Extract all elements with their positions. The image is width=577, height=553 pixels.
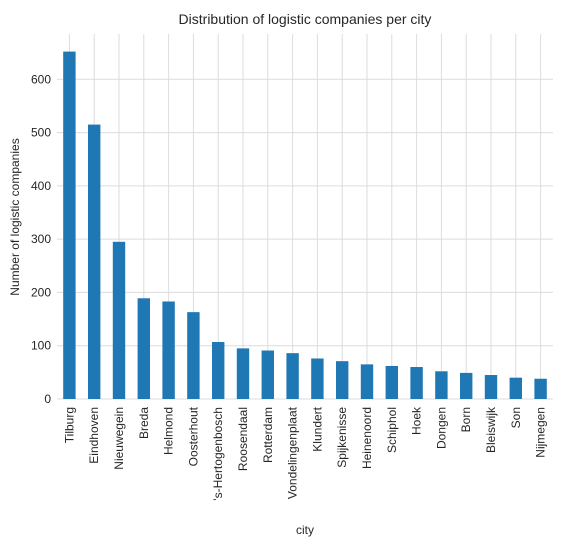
x-tick-label: Helmond — [162, 407, 176, 455]
bar-son — [509, 377, 522, 399]
x-tick-labels: Tilburg Eindhoven Nieuwegein Breda Helmond Oo… — [62, 406, 547, 501]
plot-background — [57, 34, 553, 399]
x-tick-label: Nieuwegein — [112, 407, 126, 470]
x-tick-label: Dongen — [434, 407, 448, 449]
x-tick-label: Nijmegen — [534, 407, 548, 458]
x-tick-label: 's-Hertogenbosch — [211, 407, 225, 501]
x-tick-label: Tilburg — [62, 407, 76, 443]
bar-nieuwegein — [112, 241, 126, 399]
bar-oosterhout — [187, 312, 200, 399]
x-tick-label: Born — [459, 407, 473, 432]
x-tick-label: Oosterhout — [186, 406, 200, 466]
y-tick-labels: 0 100 200 300 400 500 600 — [31, 72, 51, 406]
bar-spijkenisse — [336, 361, 349, 399]
x-tick-label: Eindhoven — [87, 407, 101, 464]
y-tick-label: 100 — [31, 339, 51, 353]
chart-title: Distribution of logistic companies per c… — [179, 11, 432, 27]
bar-rotterdam — [261, 350, 274, 399]
bar-born — [460, 372, 473, 399]
bar-dongen — [435, 371, 448, 399]
x-axis-label: city — [296, 523, 314, 537]
bar-hoek — [410, 367, 423, 399]
x-tick-label: Heinenoord — [360, 407, 374, 469]
x-tick-label: Vondelingenplaat — [286, 406, 300, 499]
y-tick-label: 0 — [44, 392, 51, 406]
x-tick-label: Bleiswijk — [484, 406, 498, 453]
y-tick-label: 600 — [31, 72, 51, 86]
bar-roosendaal — [236, 348, 250, 399]
bar-vondelingenplaat — [286, 353, 299, 399]
y-axis-label: Number of logistic companies — [8, 138, 22, 295]
x-tick-label: Rotterdam — [261, 407, 275, 463]
y-tick-label: 400 — [31, 179, 51, 193]
x-tick-label: Spijkenisse — [335, 407, 349, 468]
bar-bleiswijk — [484, 375, 498, 399]
bar-breda — [137, 298, 150, 399]
grid-lines — [57, 34, 553, 400]
bar-schiphol — [385, 365, 398, 399]
bar-heinenoord — [360, 364, 374, 399]
bar-nijmegen — [534, 378, 547, 399]
y-tick-label: 500 — [31, 126, 51, 140]
bars — [63, 51, 547, 400]
x-tick-label: Roosendaal — [236, 407, 250, 471]
y-tick-label: 300 — [31, 232, 51, 246]
x-tick-label: Hoek — [410, 406, 424, 435]
bar--s-hertogenbosch — [212, 341, 225, 399]
bar-tilburg — [63, 51, 76, 399]
y-tick-label: 200 — [31, 285, 51, 299]
bar-eindhoven — [88, 124, 101, 400]
bar-helmond — [162, 301, 175, 399]
x-tick-label: Breda — [137, 407, 151, 439]
bar-klundert — [311, 358, 324, 399]
x-tick-label: Klundert — [310, 406, 324, 451]
x-tick-label: Schiphol — [385, 407, 399, 453]
x-tick-label: Son — [509, 407, 523, 428]
